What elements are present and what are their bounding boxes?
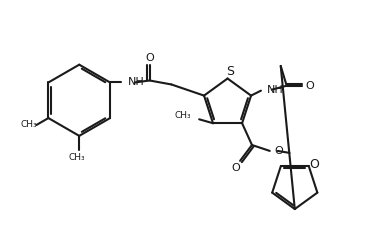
Text: O: O xyxy=(275,146,284,156)
Text: O: O xyxy=(232,163,241,173)
Text: O: O xyxy=(310,158,320,171)
Text: O: O xyxy=(305,81,314,91)
Text: O: O xyxy=(145,53,154,63)
Text: CH₃: CH₃ xyxy=(20,121,37,129)
Text: CH₃: CH₃ xyxy=(174,111,191,120)
Text: CH₃: CH₃ xyxy=(69,153,86,162)
Text: NH: NH xyxy=(128,77,145,88)
Text: NH: NH xyxy=(267,85,284,95)
Text: S: S xyxy=(226,65,235,78)
